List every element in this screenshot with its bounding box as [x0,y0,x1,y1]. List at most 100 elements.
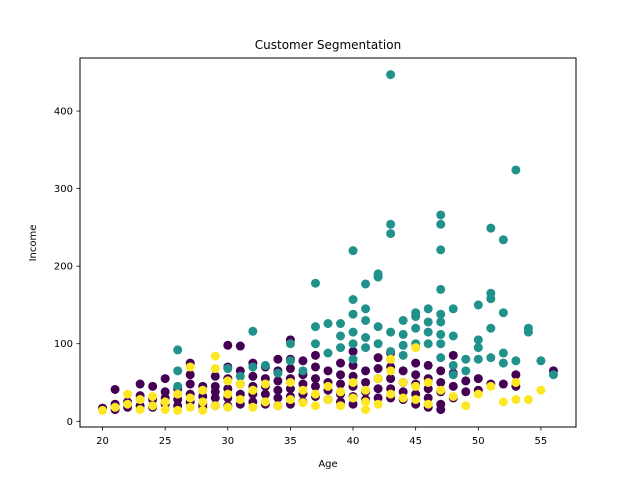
x-tick-label: 35 [284,436,297,447]
scatter-point [273,376,283,386]
scatter-point [310,401,320,411]
scatter-point [336,358,346,368]
scatter-point [310,322,320,332]
scatter-point [361,397,371,407]
scatter-point [336,379,346,389]
scatter-point [473,354,483,364]
scatter-point [323,395,333,405]
scatter-point [223,340,233,350]
scatter-point [248,385,258,395]
scatter-point [285,339,295,349]
scatter-point [448,360,458,370]
scatter-point [423,360,433,370]
scatter-point [336,343,346,353]
scatter-point [310,339,320,349]
scatter-point [135,395,145,405]
scatter-point [511,356,521,366]
scatter-point [398,329,408,339]
scatter-point [135,379,145,389]
scatter-point [423,393,433,403]
scatter-point [361,343,371,353]
scatter-point [348,246,358,256]
x-axis: 20 25 30 35 40 45 50 55 [96,427,547,447]
scatter-point [310,381,320,391]
scatter-point [348,393,358,403]
scatter-point [123,389,133,399]
scatter-point [173,366,183,376]
scatter-point [348,327,358,337]
scatter-point [473,389,483,399]
y-tick-label: 400 [54,107,73,118]
scatter-point [160,397,170,407]
scatter-point [536,385,546,395]
scatter-point [373,364,383,374]
scatter-point [498,235,508,245]
scatter-point [198,397,208,407]
scatter-point [185,362,195,372]
scatter-point [411,381,421,391]
scatter-point [210,364,220,374]
scatter-point [511,165,521,175]
scatter-point [310,350,320,360]
scatter-point [310,374,320,384]
scatter-point [173,345,183,355]
scatter-point [411,370,421,380]
scatter-point [235,395,245,405]
scatter-point [436,210,446,220]
scatter-point [398,340,408,350]
scatter-point [411,395,421,405]
scatter-point [210,401,220,411]
chart-title: Customer Segmentation [255,38,401,52]
scatter-point [411,343,421,353]
scatter-point [260,389,270,399]
scatter-point [486,323,496,333]
scatter-point [223,389,233,399]
scatter-point [498,397,508,407]
scatter-point [298,398,308,408]
scatter-point [185,393,195,403]
scatter-point [486,381,496,391]
points-layer [98,70,558,415]
scatter-point [448,331,458,341]
scatter-point [423,327,433,337]
scatter-point [348,399,358,409]
scatter-point [398,393,408,403]
x-tick-label: 45 [409,436,422,447]
x-tick-label: 20 [96,436,109,447]
scatter-point [361,279,371,289]
scatter-point [110,384,120,394]
scatter-point [148,391,158,401]
scatter-point [423,317,433,327]
scatter-point [285,395,295,405]
scatter-point [436,366,446,376]
scatter-point [336,387,346,397]
scatter-point [511,395,521,405]
scatter-point [511,370,521,380]
scatter-point [198,405,208,415]
scatter-point [386,327,396,337]
scatter-point [386,346,396,356]
scatter-point [448,381,458,391]
scatter-point [260,379,270,389]
scatter-point [386,389,396,399]
scatter-point [423,399,433,409]
scatter-point [298,385,308,395]
x-tick-label: 25 [159,436,172,447]
scatter-point [461,387,471,397]
scatter-point [348,309,358,319]
scatter-point [173,405,183,415]
scatter-point [273,385,283,395]
scatter-point [473,343,483,353]
scatter-point [436,377,446,387]
scatter-point [486,353,496,363]
x-tick-label: 40 [347,436,360,447]
scatter-point [173,389,183,399]
x-tick-label: 30 [221,436,234,447]
scatter-point [235,379,245,389]
scatter-point [223,402,233,412]
scatter-point [336,319,346,329]
scatter-point [523,327,533,337]
scatter-point [398,377,408,387]
scatter-point [298,356,308,366]
